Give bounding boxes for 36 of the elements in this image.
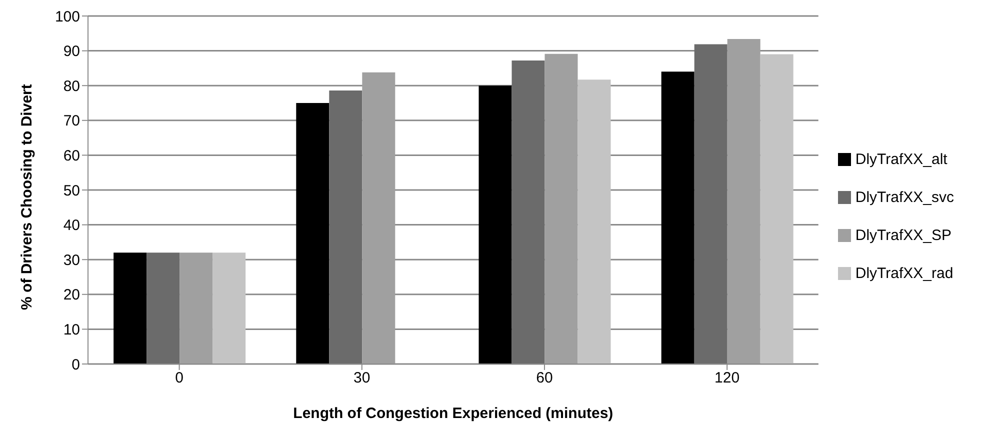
- bar: [114, 252, 147, 364]
- x-tick-label: 30: [354, 370, 370, 387]
- bar: [760, 54, 794, 364]
- y-tick-label: 100: [54, 8, 80, 26]
- bar: [512, 60, 545, 364]
- y-tick-label: 0: [72, 356, 80, 374]
- bar: [478, 86, 512, 364]
- bar: [146, 252, 180, 364]
- y-tick-label: 30: [63, 252, 80, 269]
- y-tick-label: 60: [63, 148, 80, 165]
- y-axis-title: % of Drivers Choosing to Divert: [18, 84, 36, 310]
- x-axis-title: Length of Congestion Experienced (minutes): [293, 405, 614, 422]
- legend-label: DlyTrafXX_rad: [855, 265, 954, 282]
- bar: [362, 72, 396, 364]
- y-tick-label: 70: [63, 112, 80, 130]
- bar: [661, 72, 694, 364]
- x-tick-label: 0: [175, 370, 184, 387]
- x-tick-label: 60: [536, 370, 553, 387]
- bar: [180, 252, 213, 364]
- bar: [212, 252, 246, 364]
- legend-label: DlyTrafXX_alt: [855, 151, 948, 168]
- bar: [578, 80, 611, 364]
- bar: [329, 90, 362, 364]
- y-tick-label: 90: [63, 43, 80, 60]
- bar: [727, 38, 760, 364]
- bar: [694, 44, 728, 364]
- y-tick-label: 50: [63, 182, 80, 200]
- bar: [296, 103, 330, 364]
- bar: [544, 54, 578, 364]
- y-tick-label: 40: [63, 217, 80, 234]
- y-tick-label: 20: [63, 286, 80, 304]
- legend-label: DlyTrafXX_svc: [855, 189, 954, 206]
- x-tick-label: 120: [714, 370, 740, 387]
- y-tick-label: 10: [63, 322, 80, 339]
- legend-label: DlyTrafXX_SP: [855, 227, 952, 244]
- y-tick-label: 80: [63, 78, 80, 95]
